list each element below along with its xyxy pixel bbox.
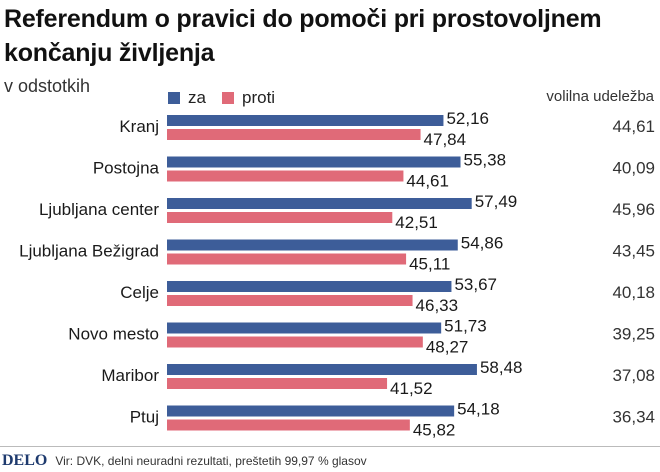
turnout-value: 40,18: [612, 283, 655, 302]
bar-za: [167, 405, 455, 417]
bar-proti: [167, 170, 404, 182]
data-label-proti: 41,52: [390, 379, 433, 398]
data-label-proti: 46,33: [416, 296, 459, 315]
data-label-za: 54,86: [461, 234, 504, 253]
data-label-za: 58,48: [480, 358, 523, 377]
data-label-za: 55,38: [464, 151, 507, 170]
data-label-za: 57,49: [475, 192, 518, 211]
data-label-za: 54,18: [457, 400, 500, 419]
category-label: Novo mesto: [68, 325, 159, 344]
turnout-value: 44,61: [612, 117, 655, 136]
legend-item-za: za: [168, 88, 206, 108]
category-label: Celje: [120, 283, 159, 302]
bar-proti: [167, 378, 388, 389]
category-label: Ljubljana center: [39, 200, 159, 219]
legend-swatch-za: [168, 92, 180, 104]
legend-item-proti: proti: [222, 88, 275, 108]
bar-chart: Kranj 52,16 47,84 44,61 Postojna 55,38 44,61 40…: [19, 109, 655, 440]
category-label: Ljubljana Bežigrad: [19, 242, 159, 261]
data-label-proti: 48,27: [426, 338, 469, 357]
bar-proti: [167, 419, 410, 431]
bar-proti: [167, 253, 407, 265]
data-label-za: 52,16: [446, 109, 489, 128]
category-label: Kranj: [119, 117, 159, 136]
turnout-value: 39,25: [612, 325, 655, 344]
bar-proti: [167, 129, 421, 140]
data-label-proti: 45,82: [413, 421, 456, 440]
turnout-value: 43,45: [612, 242, 655, 261]
data-label-za: 53,67: [454, 275, 497, 294]
bar-proti: [167, 212, 393, 223]
turnout-value: 40,09: [612, 159, 655, 178]
data-label-proti: 47,84: [424, 130, 467, 149]
turnout-heading: volilna udeležba: [546, 88, 654, 105]
category-label: Postojna: [93, 159, 160, 178]
chart-title: Referendum o pravici do pomoči pri prost…: [4, 5, 602, 67]
data-label-proti: 45,11: [409, 255, 450, 274]
turnout-value: 45,96: [612, 200, 655, 219]
footer-divider: [0, 446, 660, 447]
bar-za: [167, 281, 452, 292]
source-note: Vir: DVK, delni neuradni rezultati, preš…: [55, 454, 367, 468]
data-label-proti: 42,51: [395, 213, 438, 232]
bar-za: [167, 156, 461, 168]
legend-label-proti: proti: [242, 88, 276, 107]
bar-za: [167, 239, 458, 251]
bar-za: [167, 198, 472, 209]
data-label-za: 51,73: [444, 317, 487, 336]
bar-za: [167, 364, 477, 375]
bar-za: [167, 322, 442, 334]
footer: DELO Vir: DVK, delni neuradni rezultati,…: [0, 450, 367, 472]
turnout-value: 36,34: [612, 408, 655, 427]
bar-proti: [167, 336, 423, 348]
bar-proti: [167, 295, 413, 306]
bar-za: [167, 115, 444, 126]
category-label: Ptuj: [130, 408, 159, 427]
legend-swatch-proti: [222, 92, 234, 104]
turnout-value: 37,08: [612, 366, 655, 385]
delo-logo: DELO: [2, 452, 48, 469]
data-label-proti: 44,61: [406, 172, 449, 191]
category-label: Maribor: [101, 366, 159, 385]
chart-subtitle: v odstotkih: [4, 76, 91, 96]
legend-label-za: za: [188, 88, 206, 107]
